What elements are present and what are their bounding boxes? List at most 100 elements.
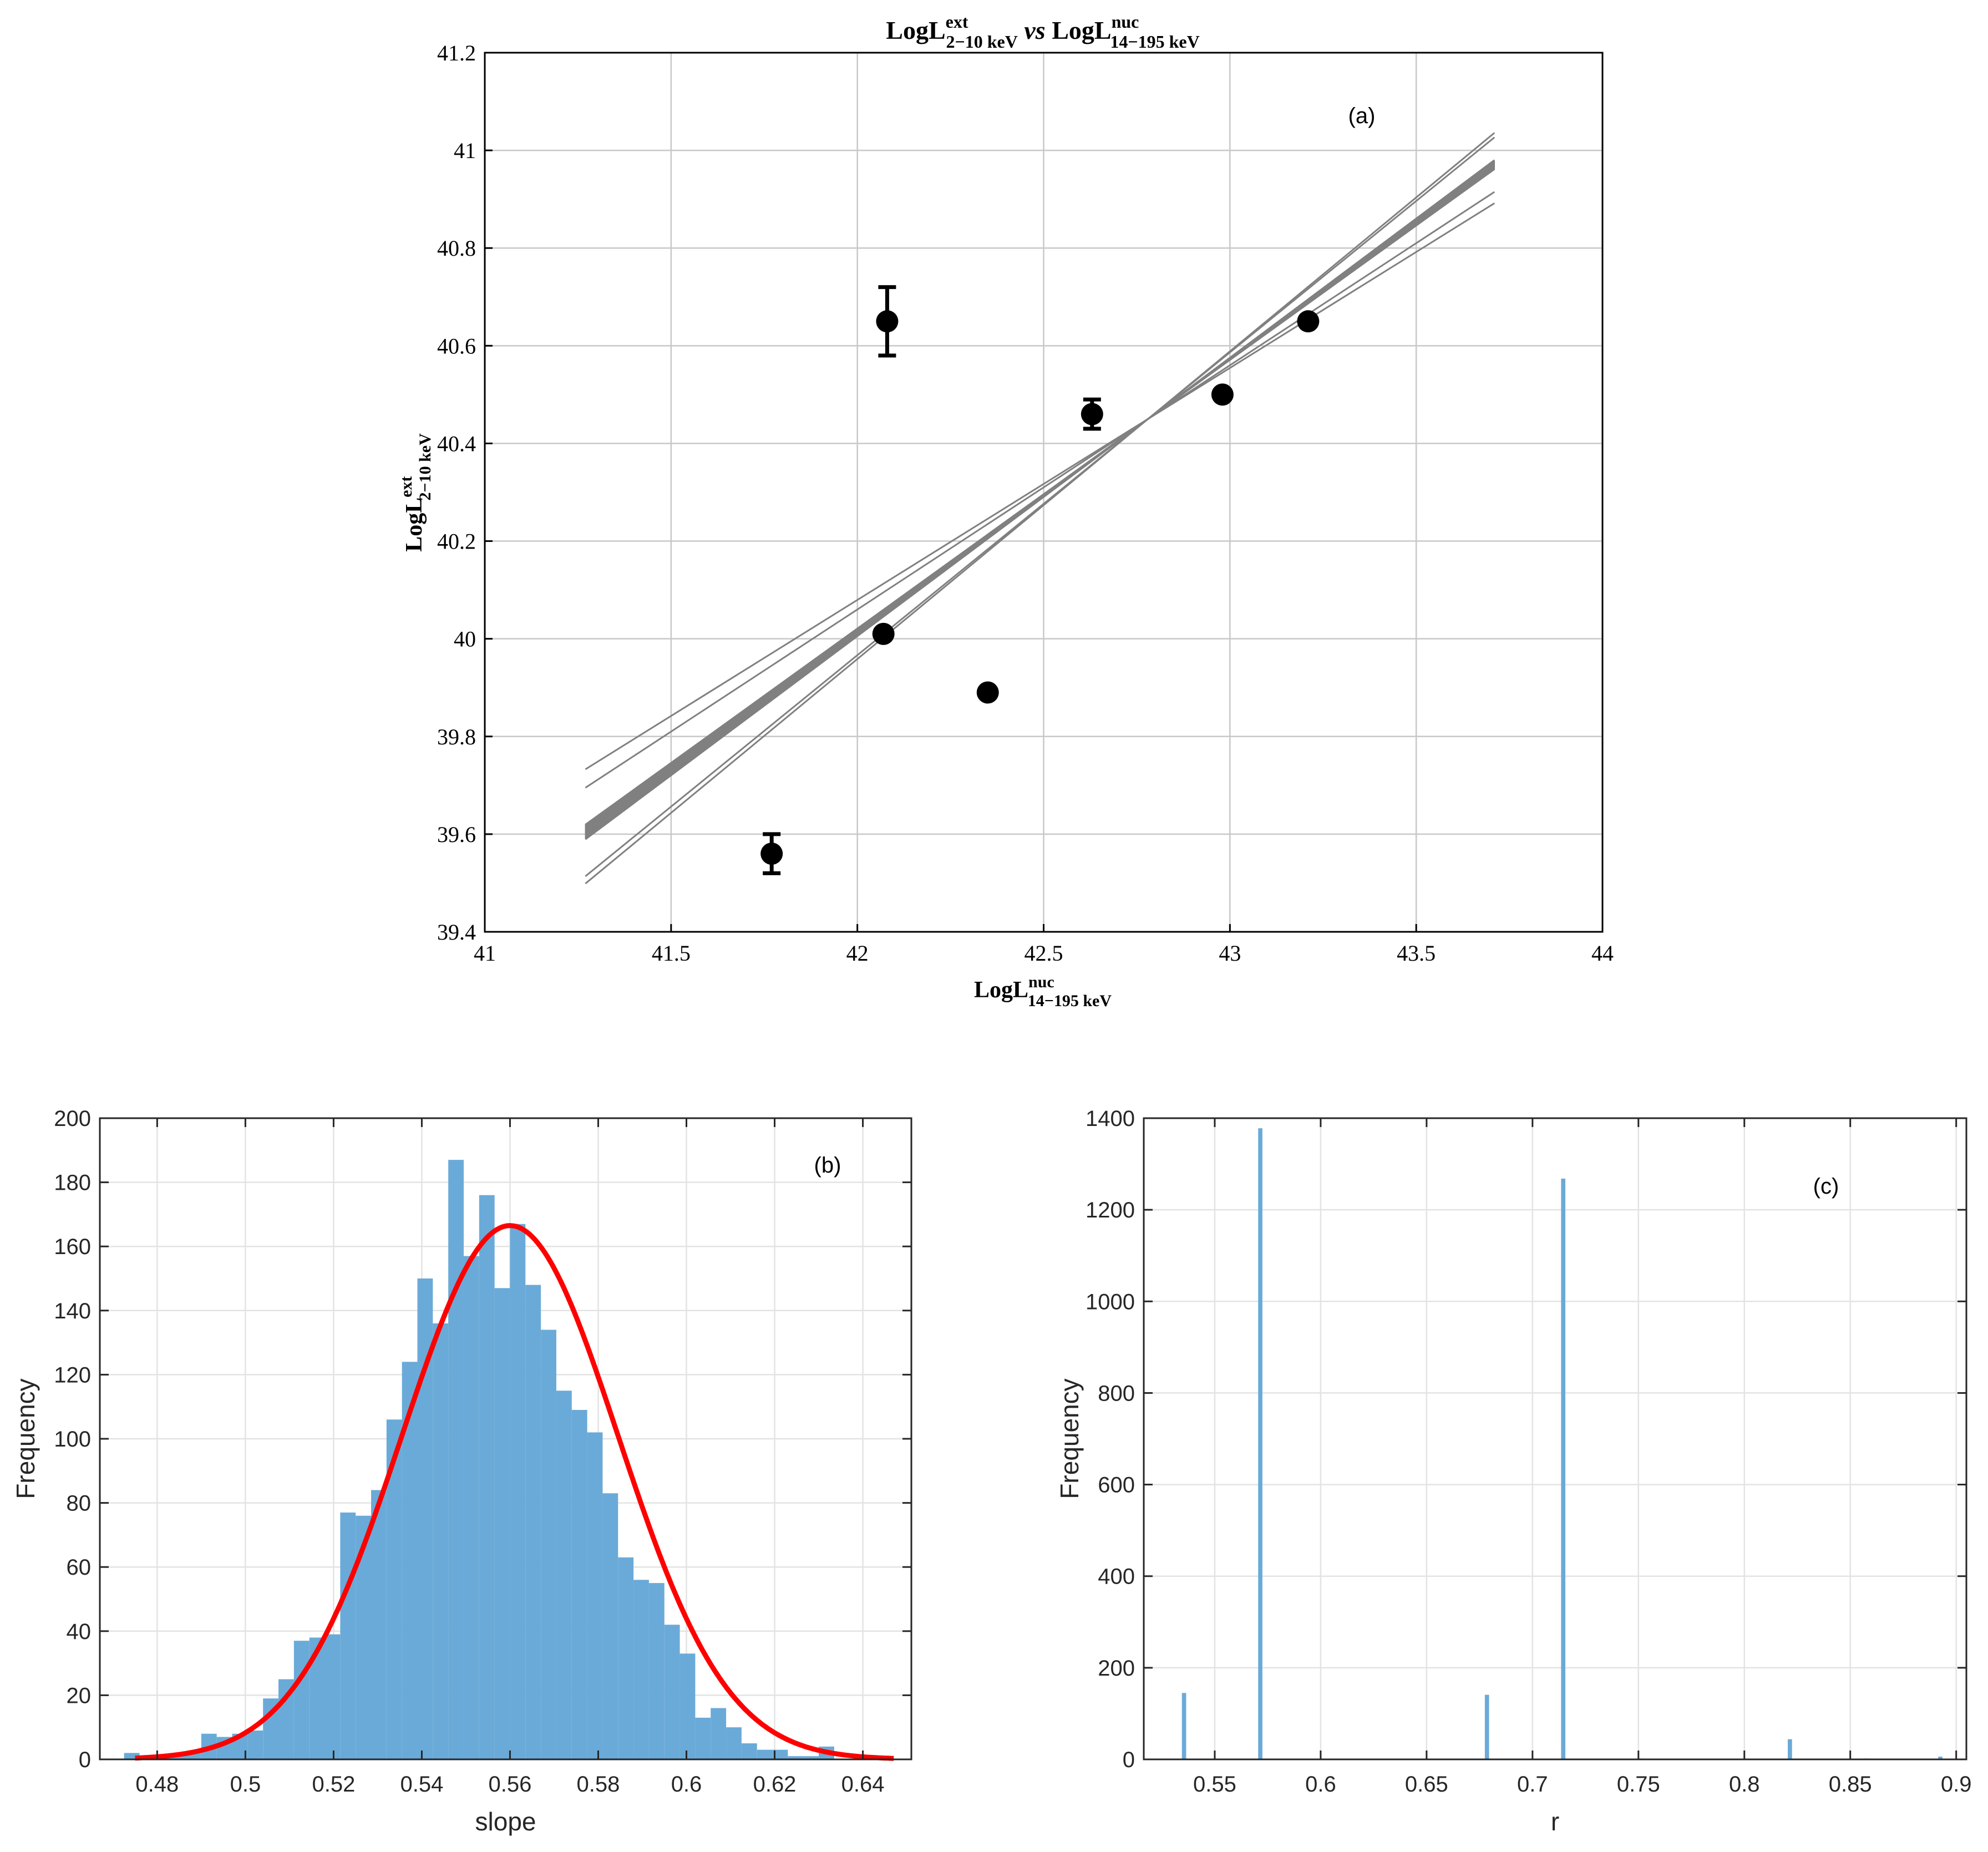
panel-b-xtick-label: 0.64 bbox=[841, 1772, 885, 1797]
panel-b-bar bbox=[293, 1641, 310, 1759]
panel-c-ytick-label: 600 bbox=[1098, 1473, 1135, 1498]
panel-c-background bbox=[1144, 1118, 1966, 1759]
panel-a-tick-labels: 41 41.5 42 42.5 43 43.5 44 39.4 39.6 39.8 40 40.2 40… bbox=[437, 40, 1614, 966]
panel-a-ytick-label: 40.8 bbox=[437, 236, 476, 261]
panel-b-tick-labels: 0.48 0.5 0.52 0.54 0.56 0.58 0.6 0.62 0.64 0 20 40 6… bbox=[54, 1107, 884, 1797]
panel-b-bar bbox=[186, 1753, 201, 1759]
panel-b-ytick-label: 160 bbox=[54, 1235, 91, 1259]
panel-a-xtick-label: 42.5 bbox=[1025, 941, 1063, 966]
panel-b-bar bbox=[664, 1625, 680, 1759]
panel-b-bar bbox=[494, 1288, 510, 1759]
panel-b-bar bbox=[525, 1285, 541, 1759]
panel-b-bar bbox=[510, 1224, 526, 1759]
panel-a-title: LogLext 2−10 keV vs LogLnuc 14−195 keV bbox=[886, 12, 1199, 52]
panel-b-xlabel: slope bbox=[475, 1807, 536, 1836]
panel-c-bar bbox=[1561, 1178, 1566, 1759]
panel-a-points bbox=[760, 285, 1320, 875]
panel-b-bar bbox=[479, 1195, 495, 1759]
panel-c-xtick-label: 0.9 bbox=[1941, 1772, 1972, 1797]
panel-b-label: (b) bbox=[814, 1153, 841, 1178]
panel-a-xtick-label: 41.5 bbox=[652, 941, 691, 966]
panel-b-xtick-label: 0.54 bbox=[400, 1772, 443, 1797]
panel-b-bar bbox=[711, 1708, 727, 1759]
panel-c-ytick-label: 200 bbox=[1098, 1656, 1135, 1681]
panel-b-ytick-label: 140 bbox=[54, 1299, 91, 1323]
panel-c-bar bbox=[1788, 1739, 1792, 1759]
panel-a-ytick-label: 41.2 bbox=[437, 40, 476, 65]
panel-b-ytick-label: 40 bbox=[67, 1620, 92, 1644]
panel-b-xtick-label: 0.58 bbox=[577, 1772, 620, 1797]
panel-c-axes-frame bbox=[1143, 1117, 1967, 1760]
panel-b-ytick-label: 20 bbox=[67, 1683, 92, 1708]
panel-b-bar bbox=[772, 1749, 788, 1759]
panel-b-bar bbox=[571, 1409, 587, 1759]
panel-c-ytick-label: 400 bbox=[1098, 1565, 1135, 1589]
panel-c-ytick-label: 1000 bbox=[1086, 1290, 1135, 1314]
panel-b-bar bbox=[556, 1391, 572, 1759]
panel-a-ylabel: LogLext2−10 keV bbox=[397, 433, 434, 552]
panel-a-xtick-label: 44 bbox=[1591, 941, 1614, 966]
panel-a-data-point bbox=[976, 681, 999, 704]
panel-b-bar bbox=[247, 1730, 263, 1759]
panel-a-ytick-label: 40 bbox=[454, 627, 476, 652]
panel-c-xlabel: r bbox=[1551, 1807, 1559, 1836]
panel-c-bar bbox=[1181, 1693, 1186, 1759]
panel-b-bar bbox=[448, 1160, 464, 1759]
panel-a-fit-line bbox=[585, 202, 1495, 770]
panel-a-ytick-label: 40.4 bbox=[437, 431, 476, 456]
panel-c-ytick-label: 1200 bbox=[1086, 1198, 1135, 1222]
panel-c-tick-labels: 0.55 0.6 0.65 0.7 0.75 0.8 0.85 0.9 0 200 400 600 80… bbox=[1086, 1107, 1971, 1797]
panel-b-ytick-label: 100 bbox=[54, 1427, 91, 1452]
panel-a-ytick-label: 40.2 bbox=[437, 529, 476, 554]
panel-a-fit-lines bbox=[585, 132, 1495, 885]
panel-b-xtick-label: 0.5 bbox=[230, 1772, 261, 1797]
panel-b-bar bbox=[726, 1727, 742, 1759]
panel-b-bar bbox=[587, 1432, 603, 1759]
panel-b-bar bbox=[340, 1512, 356, 1759]
panel-b-ytick-label: 80 bbox=[67, 1491, 92, 1516]
panel-b-xtick-label: 0.6 bbox=[671, 1772, 702, 1797]
panel-a-data-point bbox=[1081, 403, 1103, 425]
panel-b-bar bbox=[695, 1717, 711, 1759]
panel-a-fit-line bbox=[585, 159, 1495, 840]
panel-c-label: (c) bbox=[1813, 1174, 1839, 1199]
panel-a-fit-line bbox=[585, 136, 1495, 877]
panel-a-ytick-label: 41 bbox=[454, 138, 476, 163]
panel-a-ytick-label: 39.6 bbox=[437, 822, 476, 847]
panel-c-ylabel: Frequency bbox=[1055, 1378, 1084, 1499]
panel-b-bar bbox=[757, 1749, 773, 1759]
panel-b-ytick-label: 120 bbox=[54, 1363, 91, 1387]
panel-a-label: (a) bbox=[1348, 104, 1376, 128]
panel-c-xtick-label: 0.6 bbox=[1305, 1772, 1336, 1797]
panel-a-ytick-label: 40.6 bbox=[437, 333, 476, 358]
panel-b-bar bbox=[433, 1323, 449, 1759]
panel-a-fit-line bbox=[585, 132, 1495, 885]
panel-c-bar bbox=[1258, 1128, 1262, 1759]
panel-b-bar bbox=[324, 1634, 341, 1759]
panel-c-ytick-label: 1400 bbox=[1086, 1107, 1135, 1131]
panel-b-bar bbox=[741, 1743, 757, 1759]
panel-c-ytick-label: 0 bbox=[1123, 1748, 1135, 1772]
panel-b: 0.48 0.5 0.52 0.54 0.56 0.58 0.6 0.62 0.64 0 20 40 6… bbox=[11, 1107, 912, 1836]
panel-b-bar bbox=[803, 1756, 819, 1759]
panel-c-xtick-label: 0.85 bbox=[1829, 1772, 1872, 1797]
panel-b-bar bbox=[602, 1493, 618, 1759]
panel-c-bar bbox=[1484, 1694, 1489, 1759]
panel-a-data-point bbox=[876, 310, 899, 333]
panel-a-xtick-label: 41 bbox=[474, 941, 496, 966]
panel-b-ytick-label: 180 bbox=[54, 1171, 91, 1195]
panel-a-xlabel: LogLnuc 14−195 keV bbox=[974, 973, 1112, 1010]
panel-c-xtick-label: 0.65 bbox=[1405, 1772, 1448, 1797]
panel-a-data-point bbox=[872, 622, 895, 645]
panel-b-xtick-label: 0.62 bbox=[753, 1772, 797, 1797]
panel-b-bar bbox=[541, 1330, 556, 1759]
panel-b-ylabel: Frequency bbox=[11, 1378, 40, 1499]
panel-c-xtick-label: 0.7 bbox=[1517, 1772, 1548, 1797]
panel-a-data-point bbox=[1297, 310, 1320, 333]
panel-b-bar bbox=[371, 1490, 387, 1759]
panel-b-xtick-label: 0.56 bbox=[489, 1772, 532, 1797]
panel-b-bar bbox=[679, 1653, 696, 1759]
panel-b-bar bbox=[463, 1256, 479, 1759]
panel-a-xtick-label: 43.5 bbox=[1397, 941, 1436, 966]
